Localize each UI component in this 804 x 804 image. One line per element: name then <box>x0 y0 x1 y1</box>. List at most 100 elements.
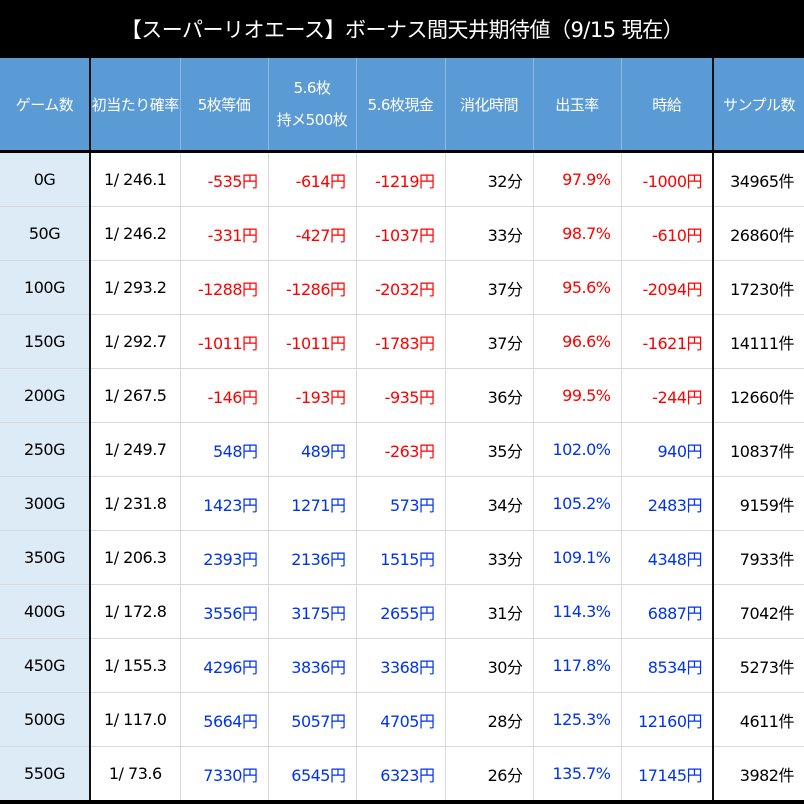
cell-hit-rate: 1/ 155.3 <box>89 638 181 693</box>
cell-payout-rate: 114.3% <box>532 584 622 639</box>
cell-game-count: 100G <box>0 260 91 315</box>
cell-play-time: 37分 <box>444 314 534 369</box>
table-row: 500G 1/ 117.0 5664円 5057円 4705円 28分 125.3% 1216… <box>0 692 804 747</box>
cell-hit-rate: 1/ 249.7 <box>89 422 181 477</box>
cell-game-count: 250G <box>0 422 91 477</box>
cell-game-count: 200G <box>0 368 91 423</box>
cell-5-coin-equal: 7330円 <box>179 746 269 803</box>
header-hourly-wage: 時給 <box>620 58 713 152</box>
cell-hit-rate: 1/ 267.5 <box>89 368 181 423</box>
cell-5-coin-equal: 1423円 <box>179 476 269 531</box>
cell-56-hold: -193円 <box>267 368 357 423</box>
cell-hit-rate: 1/ 117.0 <box>89 692 181 747</box>
cell-game-count: 50G <box>0 206 91 261</box>
header-row: ゲーム数 初当たり確率 5枚等価 5.6枚 持メ500枚 5.6枚現金 消化時間… <box>0 58 804 152</box>
cell-game-count: 150G <box>0 314 91 369</box>
cell-hourly-wage: 2483円 <box>620 476 714 531</box>
table-row: 450G 1/ 155.3 4296円 3836円 3368円 30分 117.8% 8534… <box>0 638 804 693</box>
cell-hourly-wage: -1621円 <box>620 314 714 369</box>
cell-hit-rate: 1/ 293.2 <box>89 260 181 315</box>
cell-hit-rate: 1/ 206.3 <box>89 530 181 585</box>
cell-play-time: 26分 <box>444 746 534 803</box>
table-title: 【スーパーリオエース】ボーナス間天井期待値（9/15 現在） <box>0 0 804 58</box>
cell-payout-rate: 135.7% <box>532 746 622 803</box>
cell-play-time: 35分 <box>444 422 534 477</box>
cell-5-coin-equal: -1011円 <box>179 314 269 369</box>
cell-play-time: 31分 <box>444 584 534 639</box>
table-row: 250G 1/ 249.7 548円 489円 -263円 35分 102.0% 940円 10… <box>0 422 804 477</box>
cell-sample-count: 4611件 <box>712 692 804 747</box>
table-row: 300G 1/ 231.8 1423円 1271円 573円 34分 105.2% 2483円… <box>0 476 804 531</box>
cell-56-hold: 2136円 <box>267 530 357 585</box>
table-row: 50G 1/ 246.2 -331円 -427円 -1037円 33分 98.7% -610円… <box>0 206 804 261</box>
cell-56-cash: 4705円 <box>355 692 446 747</box>
cell-hourly-wage: -610円 <box>620 206 714 261</box>
header-play-time: 消化時間 <box>444 58 533 152</box>
header-sample-count: サンプル数 <box>712 58 804 152</box>
cell-hourly-wage: -244円 <box>620 368 714 423</box>
cell-56-hold: 3836円 <box>267 638 357 693</box>
cell-5-coin-equal: 2393円 <box>179 530 269 585</box>
cell-56-cash: -1037円 <box>355 206 446 261</box>
header-hit-rate: 初当たり確率 <box>89 58 180 152</box>
cell-game-count: 500G <box>0 692 91 747</box>
cell-56-hold: -427円 <box>267 206 357 261</box>
cell-payout-rate: 102.0% <box>532 422 622 477</box>
header-56-hold-line2: 持メ500枚 <box>276 111 348 129</box>
cell-game-count: 300G <box>0 476 91 531</box>
cell-5-coin-equal: -535円 <box>179 150 269 207</box>
table-row: 550G 1/ 73.6 7330円 6545円 6323円 26分 135.7% 17145… <box>0 746 804 803</box>
cell-hourly-wage: -1000円 <box>620 150 714 207</box>
cell-game-count: 350G <box>0 530 91 585</box>
cell-56-cash: 6323円 <box>355 746 446 803</box>
cell-play-time: 33分 <box>444 206 534 261</box>
cell-hit-rate: 1/ 172.8 <box>89 584 181 639</box>
cell-56-hold: 489円 <box>267 422 357 477</box>
cell-play-time: 34分 <box>444 476 534 531</box>
cell-payout-rate: 105.2% <box>532 476 622 531</box>
cell-5-coin-equal: 548円 <box>179 422 269 477</box>
cell-56-hold: -1011円 <box>267 314 357 369</box>
cell-hit-rate: 1/ 246.2 <box>89 206 181 261</box>
cell-5-coin-equal: 5664円 <box>179 692 269 747</box>
cell-hourly-wage: -2094円 <box>620 260 714 315</box>
cell-56-cash: 2655円 <box>355 584 446 639</box>
cell-hourly-wage: 4348円 <box>620 530 714 585</box>
cell-56-cash: 1515円 <box>355 530 446 585</box>
cell-hit-rate: 1/ 73.6 <box>89 746 181 803</box>
cell-play-time: 37分 <box>444 260 534 315</box>
cell-sample-count: 14111件 <box>712 314 804 369</box>
cell-56-cash: -935円 <box>355 368 446 423</box>
cell-play-time: 32分 <box>444 150 534 207</box>
cell-5-coin-equal: -1288円 <box>179 260 269 315</box>
cell-56-cash: -263円 <box>355 422 446 477</box>
cell-play-time: 36分 <box>444 368 534 423</box>
cell-sample-count: 7933件 <box>712 530 804 585</box>
cell-sample-count: 10837件 <box>712 422 804 477</box>
cell-hourly-wage: 12160円 <box>620 692 714 747</box>
cell-hit-rate: 1/ 231.8 <box>89 476 181 531</box>
header-56-hold-line1: 5.6枚 <box>293 79 331 97</box>
cell-payout-rate: 125.3% <box>532 692 622 747</box>
cell-sample-count: 34965件 <box>712 150 804 207</box>
table-row: 400G 1/ 172.8 3556円 3175円 2655円 31分 114.3% 6887… <box>0 584 804 639</box>
cell-56-hold: 1271円 <box>267 476 357 531</box>
cell-56-cash: -1219円 <box>355 150 446 207</box>
cell-5-coin-equal: 3556円 <box>179 584 269 639</box>
header-56-hold: 5.6枚 持メ500枚 <box>267 58 356 152</box>
table-row: 150G 1/ 292.7 -1011円 -1011円 -1783円 37分 96.6% -1… <box>0 314 804 369</box>
cell-game-count: 0G <box>0 150 91 207</box>
cell-56-hold: 5057円 <box>267 692 357 747</box>
header-5-coin-equal: 5枚等価 <box>179 58 268 152</box>
cell-5-coin-equal: 4296円 <box>179 638 269 693</box>
cell-56-cash: 3368円 <box>355 638 446 693</box>
expected-value-table: ゲーム数 初当たり確率 5枚等価 5.6枚 持メ500枚 5.6枚現金 消化時間… <box>0 58 804 803</box>
cell-5-coin-equal: -331円 <box>179 206 269 261</box>
cell-payout-rate: 97.9% <box>532 150 622 207</box>
table-row: 200G 1/ 267.5 -146円 -193円 -935円 36分 99.5% -244円… <box>0 368 804 423</box>
table-row: 100G 1/ 293.2 -1288円 -1286円 -2032円 37分 95.6% -2… <box>0 260 804 315</box>
table-row: 0G 1/ 246.1 -535円 -614円 -1219円 32分 97.9% -1000円… <box>0 150 804 207</box>
cell-sample-count: 3982件 <box>712 746 804 803</box>
cell-payout-rate: 96.6% <box>532 314 622 369</box>
cell-play-time: 33分 <box>444 530 534 585</box>
